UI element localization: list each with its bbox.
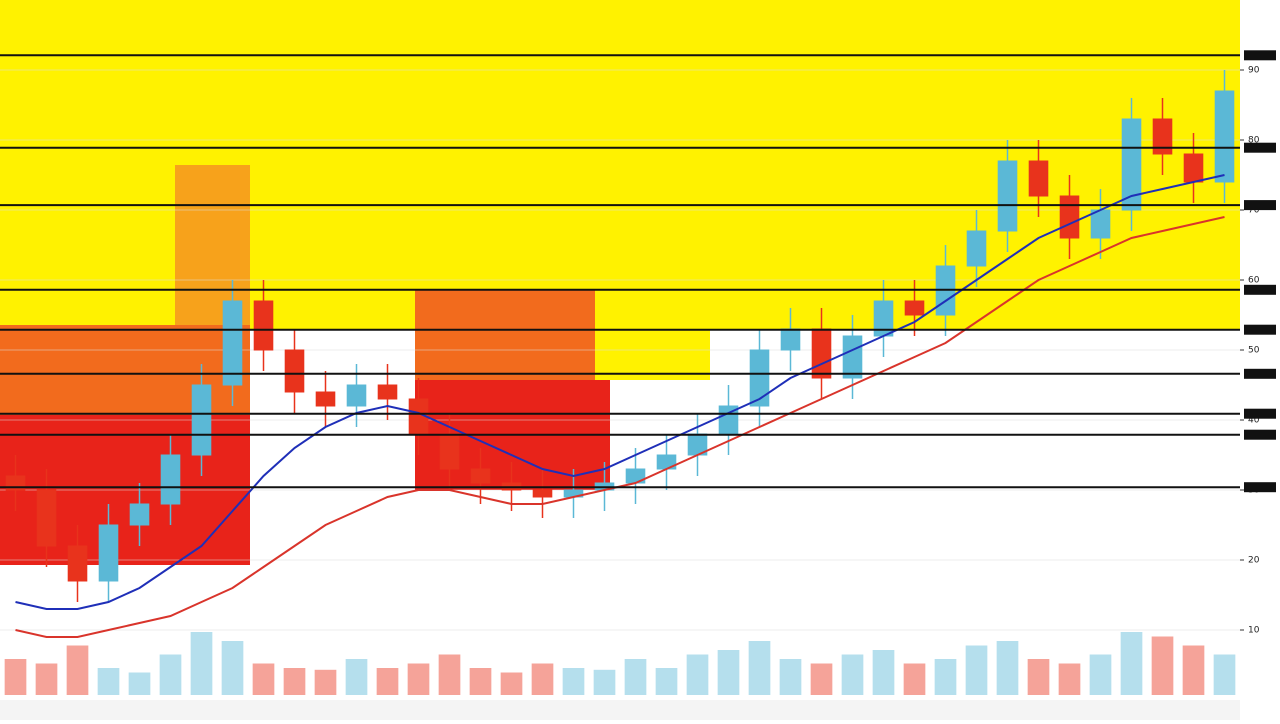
- volume-bar: [593, 669, 616, 695]
- zone-yellow: [590, 330, 710, 380]
- candle-body: [67, 545, 88, 582]
- y-tick-label: 20: [1248, 556, 1260, 566]
- time-axis: [0, 700, 1240, 720]
- volume-bar: [810, 663, 833, 695]
- volume-bar: [872, 650, 895, 695]
- volume-bar: [66, 645, 89, 695]
- volume-bar: [314, 669, 337, 695]
- volume-bar: [965, 645, 988, 695]
- candle-body: [470, 468, 491, 484]
- volume-bar: [996, 641, 1019, 695]
- volume-bar: [1058, 663, 1081, 695]
- candle-body: [1090, 209, 1111, 239]
- y-tick-label: 70: [1248, 206, 1260, 216]
- candle-body: [966, 230, 987, 267]
- y-tick-label: 40: [1248, 416, 1260, 426]
- candle-body: [749, 349, 770, 407]
- zone-orange: [415, 290, 595, 380]
- volume-bar: [562, 668, 585, 695]
- candle-body: [1028, 160, 1049, 197]
- y-tick-label: 60: [1248, 276, 1260, 286]
- volume-bar: [748, 641, 771, 695]
- volume-bar: [221, 641, 244, 695]
- volume-bar: [1213, 654, 1236, 695]
- volume-bar: [97, 668, 120, 695]
- y-tick-label: 10: [1248, 626, 1260, 636]
- candle-body: [98, 524, 119, 582]
- level-marker: [1244, 482, 1276, 493]
- candle-body: [129, 503, 150, 526]
- volume-bar: [531, 663, 554, 695]
- y-tick-label: 90: [1248, 66, 1260, 76]
- level-marker: [1244, 324, 1276, 335]
- volume-bar: [252, 663, 275, 695]
- candle-body: [1214, 90, 1235, 183]
- candle-body: [222, 300, 243, 386]
- candle-body: [346, 384, 367, 407]
- volume-bar: [717, 650, 740, 695]
- volume-bar: [283, 668, 306, 695]
- volume-bar: [35, 663, 58, 695]
- volume-bar: [128, 672, 151, 695]
- level-marker: [1244, 284, 1276, 295]
- volume-bar: [1089, 654, 1112, 695]
- candle-body: [1059, 195, 1080, 239]
- volume-bar: [4, 659, 27, 695]
- volume-bar: [1182, 645, 1205, 695]
- volume-bar: [1027, 659, 1050, 695]
- candle-body: [532, 489, 553, 498]
- volume-bar: [1120, 632, 1143, 695]
- level-marker: [1244, 368, 1276, 379]
- candle-body: [997, 160, 1018, 232]
- volume-bar: [655, 668, 678, 695]
- candle-body: [811, 328, 832, 379]
- volume-bar: [624, 659, 647, 695]
- candle-body: [377, 384, 398, 400]
- candle-body: [315, 391, 336, 407]
- level-marker: [1244, 200, 1276, 211]
- volume-bar: [190, 632, 213, 695]
- level-marker: [1244, 50, 1276, 61]
- candle-body: [439, 433, 460, 470]
- volume-bar: [1151, 636, 1174, 695]
- volume-bar: [438, 654, 461, 695]
- candle-body: [904, 300, 925, 316]
- candle-body: [873, 300, 894, 337]
- volume-bar: [779, 659, 802, 695]
- price-axis: [1240, 0, 1280, 720]
- volume-bar: [159, 654, 182, 695]
- candle-body: [36, 489, 57, 547]
- candle-body: [780, 328, 801, 351]
- y-tick-label: 50: [1248, 346, 1260, 356]
- volume-bar: [469, 668, 492, 695]
- volume-bar: [345, 659, 368, 695]
- volume-bar: [407, 663, 430, 695]
- volume-bar: [903, 663, 926, 695]
- volume-bar: [376, 668, 399, 695]
- candle-body: [1152, 118, 1173, 155]
- candle-body: [160, 454, 181, 505]
- volume-bar: [686, 654, 709, 695]
- volume-bar: [841, 654, 864, 695]
- candle-body: [284, 349, 305, 393]
- candle-body: [191, 384, 212, 456]
- y-tick-label: 80: [1248, 136, 1260, 146]
- volume-bar: [934, 659, 957, 695]
- candle-body: [842, 335, 863, 379]
- level-marker: [1244, 429, 1276, 440]
- candle-body: [1183, 153, 1204, 183]
- moving-average: [15, 174, 1225, 610]
- candle-body: [1121, 118, 1142, 211]
- candle-body: [253, 300, 274, 351]
- level-marker: [1244, 408, 1276, 419]
- level-marker: [1244, 142, 1276, 153]
- volume-bar: [500, 672, 523, 695]
